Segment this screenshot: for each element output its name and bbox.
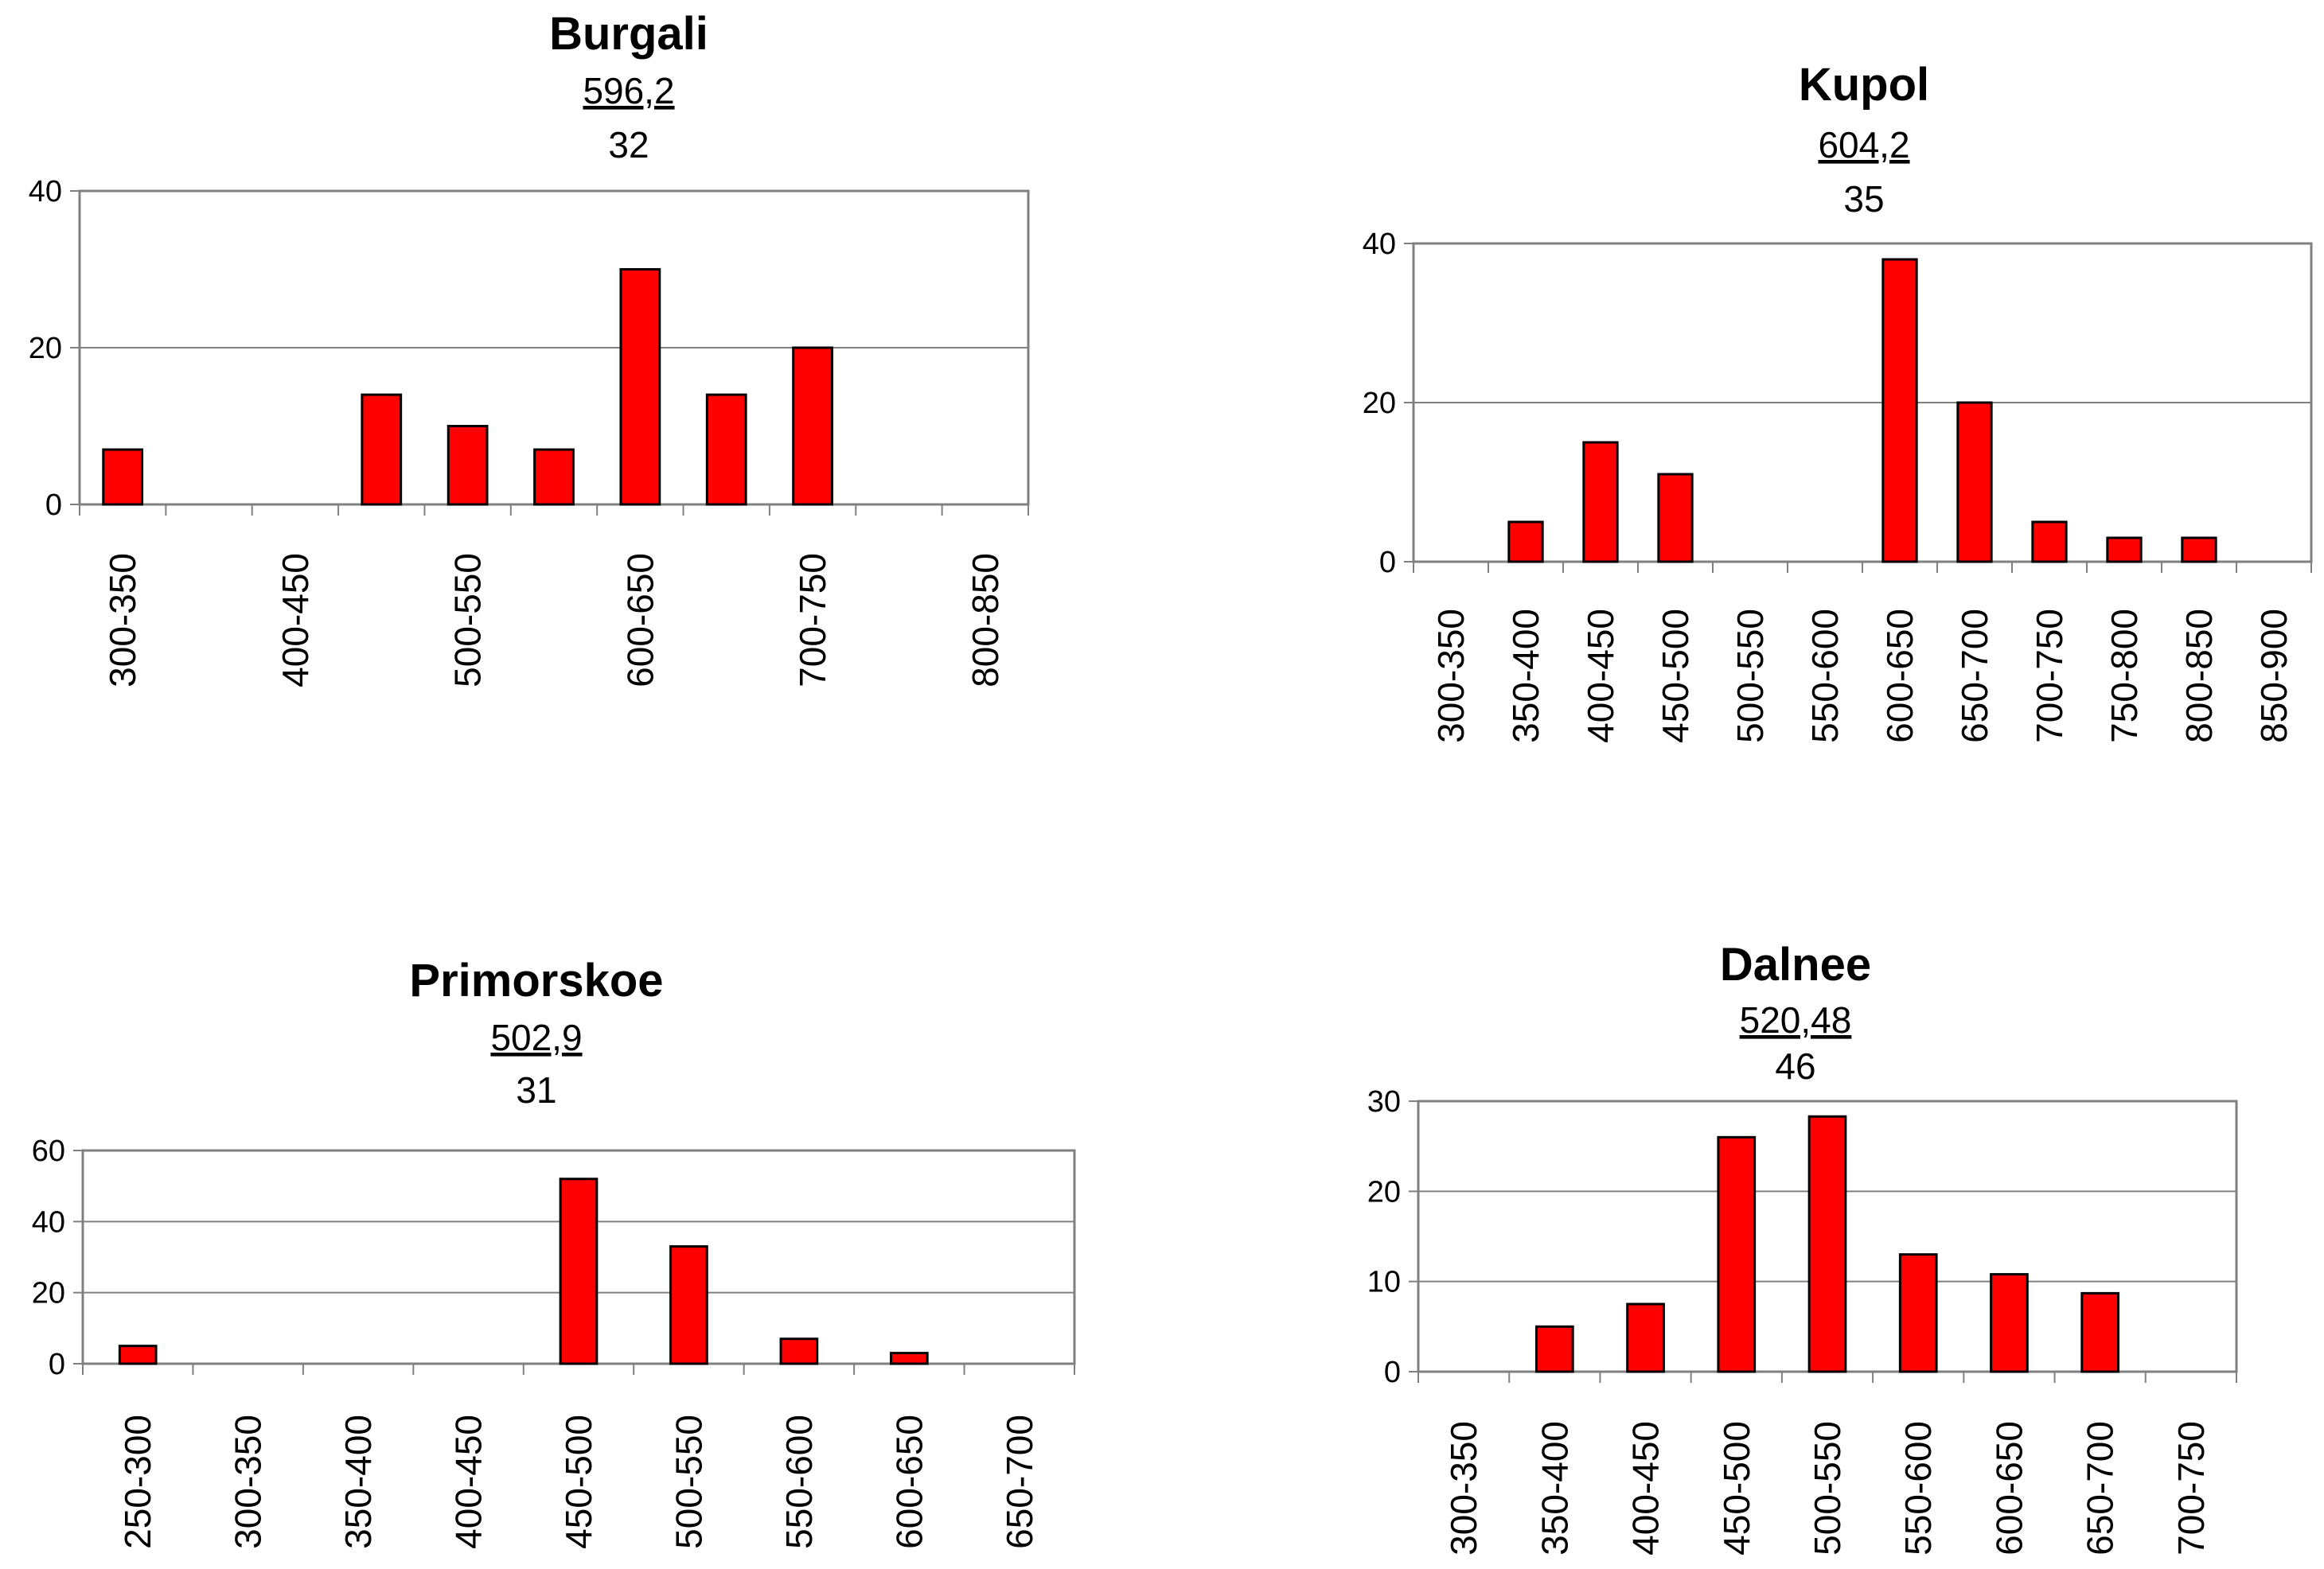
chart-mean: 596,2 [583,70,674,111]
x-category-label: 850-900 [2253,609,2295,743]
x-category-label: 300-350 [228,1415,269,1549]
x-category-label: 600-650 [619,553,661,687]
x-category-label: 450-500 [558,1415,599,1549]
y-tick-label: 0 [1384,1356,1401,1389]
bar [533,448,575,506]
x-category-label: 350-400 [1534,1421,1575,1555]
x-category-label: 400-450 [1625,1421,1667,1555]
bar [559,1178,599,1365]
x-category-label: 600-650 [1879,609,1920,743]
x-category-label: 800-850 [965,553,1006,687]
chart-primorskoe: Primorskoe 502,9 31 0 20 40 60 250-300 300-35… [32,955,1076,1549]
x-category-label: 450-500 [1655,609,1696,743]
bar [1807,1115,1847,1373]
plot-area: 0 20 40 60 250-300 300-350 350-400 400-450 450-5… [32,1135,1076,1549]
y-tick-label: 20 [32,1277,65,1310]
chart-count: 46 [1775,1045,1815,1087]
x-category-label: 650-700 [999,1415,1040,1549]
x-category-label: 700-750 [792,553,833,687]
x-category-label: 500-550 [447,553,489,687]
chart-mean: 502,9 [490,1017,582,1058]
plot-area: 0 10 20 30 300-350 350-400 400-450 450-500 500-5… [1367,1085,2238,1555]
bar [1626,1302,1665,1373]
x-category-label: 450-500 [1716,1421,1757,1555]
bar [779,1337,819,1365]
y-tick-label: 20 [29,332,62,365]
bar [2031,520,2068,563]
y-tick-label: 60 [32,1135,65,1168]
x-category-label: 350-400 [337,1415,379,1549]
x-category-label: 400-450 [275,553,316,687]
chart-title: Dalnee [1720,939,1871,991]
x-category-label: 650-700 [2080,1421,2121,1555]
chart-kupol: Kupol 604,2 35 0 20 40 300-350 350-400 400-45… [1363,59,2313,743]
bar [2080,1291,2120,1373]
bar [1657,473,1694,563]
chart-burgali: Burgali 596,2 32 0 20 40 300-350 400-450 500-… [29,8,1030,687]
y-tick-label: 40 [1363,228,1396,261]
x-category-label: 600-650 [1988,1421,2030,1555]
x-category-label: 700-750 [2170,1421,2212,1555]
y-tick-label: 30 [1367,1085,1401,1119]
x-category-label: 750-800 [2104,609,2145,743]
bar [792,346,833,506]
x-category-label: 300-350 [102,553,143,687]
bar [669,1245,708,1365]
x-category-label: 300-350 [1443,1421,1484,1555]
x-category-label: 700-750 [2029,609,2070,743]
y-tick-label: 20 [1367,1175,1401,1209]
x-category-label: 400-450 [1580,609,1621,743]
chart-mean: 604,2 [1818,124,1909,165]
bar [1582,441,1619,563]
chart-title: Burgali [549,8,708,60]
chart-title: Kupol [1799,59,1929,111]
bar [619,268,661,506]
bar [1881,258,1918,563]
y-tick-label: 0 [45,489,62,522]
chart-dalnee: Dalnee 520,48 46 0 10 20 30 300-350 350-400 40… [1367,939,2238,1555]
x-category-label: 800-850 [2178,609,2220,743]
x-category-label: 550-600 [778,1415,820,1549]
x-category-label: 300-350 [1430,609,1472,743]
x-category-label: 400-450 [448,1415,489,1549]
bar [1507,520,1544,563]
y-tick-label: 40 [29,175,62,208]
x-category-label: 350-400 [1505,609,1546,743]
y-tick-label: 40 [32,1205,65,1239]
bar [1898,1253,1938,1373]
chart-count: 35 [1843,178,1884,220]
bar [102,448,144,506]
bar [1956,401,1993,563]
bar [1990,1273,2029,1373]
chart-count: 32 [608,124,649,165]
x-category-label: 600-650 [888,1415,930,1549]
y-tick-label: 0 [49,1348,65,1381]
bar [1534,1325,1574,1373]
bar [889,1352,929,1365]
y-tick-label: 20 [1363,387,1396,420]
plot-area: 0 20 40 300-350 350-400 400-450 450-500 500-550… [1363,228,2313,743]
chart-count: 31 [516,1069,556,1111]
chart-title: Primorskoe [409,955,663,1006]
bar [361,393,403,506]
x-category-label: 250-300 [117,1415,158,1549]
bar [1717,1135,1757,1373]
x-category-label: 500-550 [668,1415,709,1549]
bar [2181,536,2217,563]
y-tick-label: 0 [1379,546,1396,579]
y-tick-label: 10 [1367,1266,1401,1299]
x-category-label: 500-550 [1807,1421,1848,1555]
bar [118,1345,158,1365]
plot-area: 0 20 40 300-350 400-450 500-550 600-650 700-750… [29,175,1030,687]
x-category-label: 550-600 [1897,1421,1939,1555]
bar [2106,536,2143,563]
x-category-label: 500-550 [1729,609,1771,743]
chart-mean: 520,48 [1740,999,1852,1041]
bar [705,393,747,506]
bar [446,425,489,506]
x-category-label: 650-700 [1954,609,1995,743]
x-category-label: 550-600 [1804,609,1846,743]
